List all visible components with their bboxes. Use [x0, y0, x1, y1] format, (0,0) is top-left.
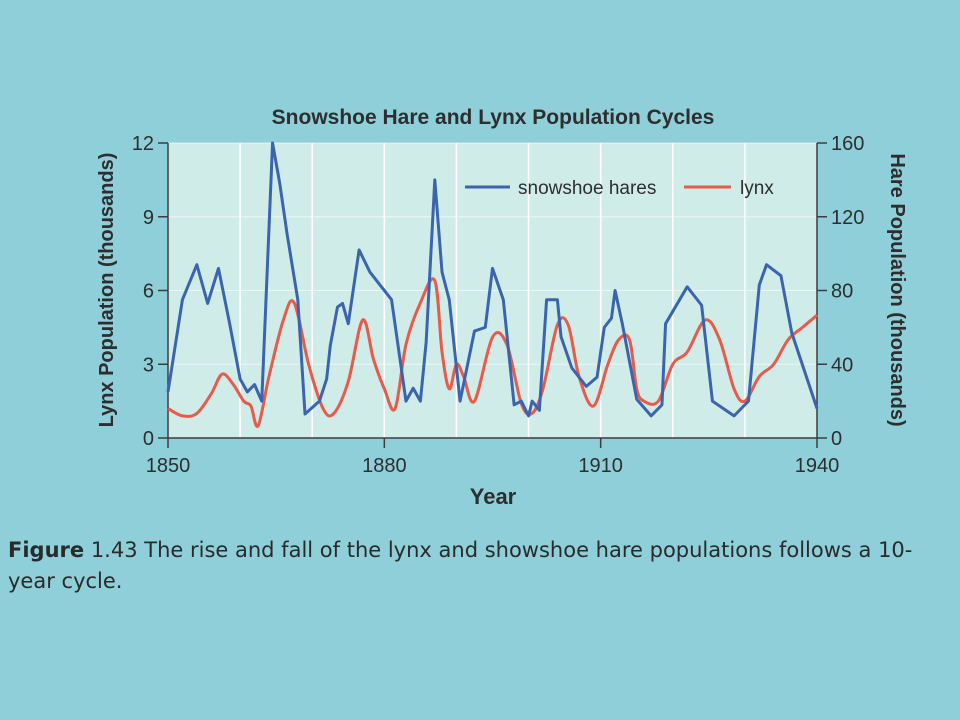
left-axis-label: Lynx Population (thousands) — [96, 153, 118, 428]
left-y-tick-label: 6 — [143, 281, 154, 303]
right-y-tick-label: 80 — [831, 281, 853, 303]
figure-number: 1.43 — [90, 538, 138, 562]
caption-text: The rise and fall of the lynx and showsh… — [8, 538, 913, 593]
right-axis-label: Hare Population (thousands) — [886, 153, 908, 426]
population-chart: Snowshoe Hare and Lynx Population Cycles… — [96, 106, 908, 509]
x-tick-label: 1940 — [795, 455, 840, 477]
axis-ticks — [158, 142, 827, 448]
right-y-tick-label: 40 — [831, 354, 853, 376]
left-y-tick-label: 9 — [143, 207, 154, 229]
x-tick-label: 1850 — [146, 455, 191, 477]
left-y-tick-label: 3 — [143, 354, 154, 376]
hares-series-line — [166, 141, 819, 418]
left-y-tick-label: 12 — [132, 133, 154, 155]
x-tick-label: 1880 — [362, 455, 407, 477]
right-y-tick-label: 0 — [831, 428, 842, 450]
legend: snowshoe hares lynx — [465, 178, 774, 199]
lynx-series-line — [167, 277, 818, 428]
legend-label-hares: snowshoe hares — [518, 178, 656, 199]
right-y-tick-label: 120 — [831, 207, 864, 229]
figure-word: Figure — [8, 538, 85, 562]
x-axis-label: Year — [470, 484, 517, 509]
chart-title: Snowshoe Hare and Lynx Population Cycles — [272, 106, 715, 129]
x-tick-label: 1910 — [578, 455, 623, 477]
figure-caption: Figure 1.43 The rise and fall of the lyn… — [8, 535, 948, 597]
series-layer — [166, 141, 819, 428]
legend-label-lynx: lynx — [740, 178, 774, 199]
left-y-tick-label: 0 — [143, 428, 154, 450]
right-y-tick-label: 160 — [831, 133, 864, 155]
